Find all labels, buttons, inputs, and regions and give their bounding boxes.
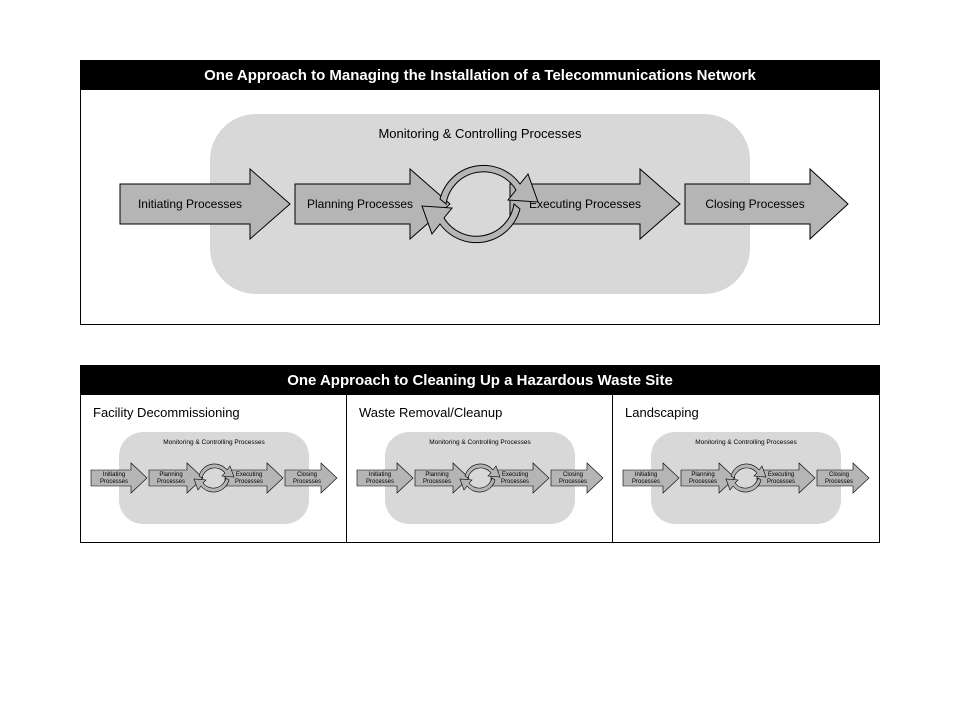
svg-text:Initiating Processes: Initiating Processes <box>138 197 242 211</box>
phase-title-2: Waste Removal/Cleanup <box>359 405 606 420</box>
panel-hazardous: One Approach to Cleaning Up a Hazardous … <box>80 365 880 543</box>
diagram-large: Monitoring & Controlling Processes Initi… <box>110 104 850 304</box>
svg-text:Initiating: Initiating <box>635 472 657 478</box>
svg-text:Processes: Processes <box>292 479 320 485</box>
diagram-small-3: Monitoring & Controlling Processes Initi… <box>621 428 871 528</box>
svg-text:Closing: Closing <box>829 472 849 478</box>
svg-text:Planning: Planning <box>691 472 714 478</box>
svg-text:Closing: Closing <box>296 472 316 478</box>
svg-text:Processes: Processes <box>156 479 184 485</box>
svg-text:Processes: Processes <box>422 479 450 485</box>
svg-text:Initiating: Initiating <box>102 472 124 478</box>
svg-text:Monitoring & Controlling Proce: Monitoring & Controlling Processes <box>163 439 265 446</box>
phase-title-3: Landscaping <box>625 405 873 420</box>
svg-text:Processes: Processes <box>689 479 717 485</box>
phase-title-1: Facility Decommissioning <box>93 405 340 420</box>
svg-text:Processes: Processes <box>500 479 528 485</box>
panel-title-2: One Approach to Cleaning Up a Hazardous … <box>81 366 879 395</box>
diagram-small-2: Monitoring & Controlling Processes Initi… <box>355 428 605 528</box>
svg-text:Executing: Executing <box>501 472 527 478</box>
svg-text:Monitoring & Controlling Proce: Monitoring & Controlling Processes <box>429 439 531 446</box>
svg-text:Processes: Processes <box>767 479 795 485</box>
svg-text:Executing: Executing <box>235 472 261 478</box>
svg-text:Processes: Processes <box>632 479 660 485</box>
cell-1: Facility Decommissioning Monitoring & Co… <box>81 395 347 542</box>
svg-text:Executing: Executing <box>768 472 794 478</box>
triple-grid: Facility Decommissioning Monitoring & Co… <box>81 395 879 542</box>
cell-2: Waste Removal/Cleanup Monitoring & Contr… <box>347 395 613 542</box>
panel-telecom: One Approach to Managing the Installatio… <box>80 60 880 325</box>
cell-3: Landscaping Monitoring & Controlling Pro… <box>613 395 879 542</box>
svg-text:Processes: Processes <box>825 479 853 485</box>
svg-text:Monitoring & Controlling Proce: Monitoring & Controlling Processes <box>695 439 797 446</box>
panel-body-1: Monitoring & Controlling Processes Initi… <box>81 90 879 324</box>
svg-text:Initiating: Initiating <box>368 472 390 478</box>
svg-text:Closing: Closing <box>562 472 582 478</box>
svg-text:Planning Processes: Planning Processes <box>307 197 413 211</box>
svg-text:Planning: Planning <box>159 472 182 478</box>
svg-text:Processes: Processes <box>99 479 127 485</box>
svg-text:Closing Processes: Closing Processes <box>705 197 804 211</box>
svg-text:Processes: Processes <box>365 479 393 485</box>
monitoring-label: Monitoring & Controlling Processes <box>378 126 582 141</box>
svg-text:Processes: Processes <box>234 479 262 485</box>
panel-title-1: One Approach to Managing the Installatio… <box>81 61 879 90</box>
diagram-small-1: Monitoring & Controlling Processes Initi… <box>89 428 339 528</box>
svg-text:Planning: Planning <box>425 472 448 478</box>
svg-text:Executing Processes: Executing Processes <box>529 197 641 211</box>
svg-text:Processes: Processes <box>558 479 586 485</box>
